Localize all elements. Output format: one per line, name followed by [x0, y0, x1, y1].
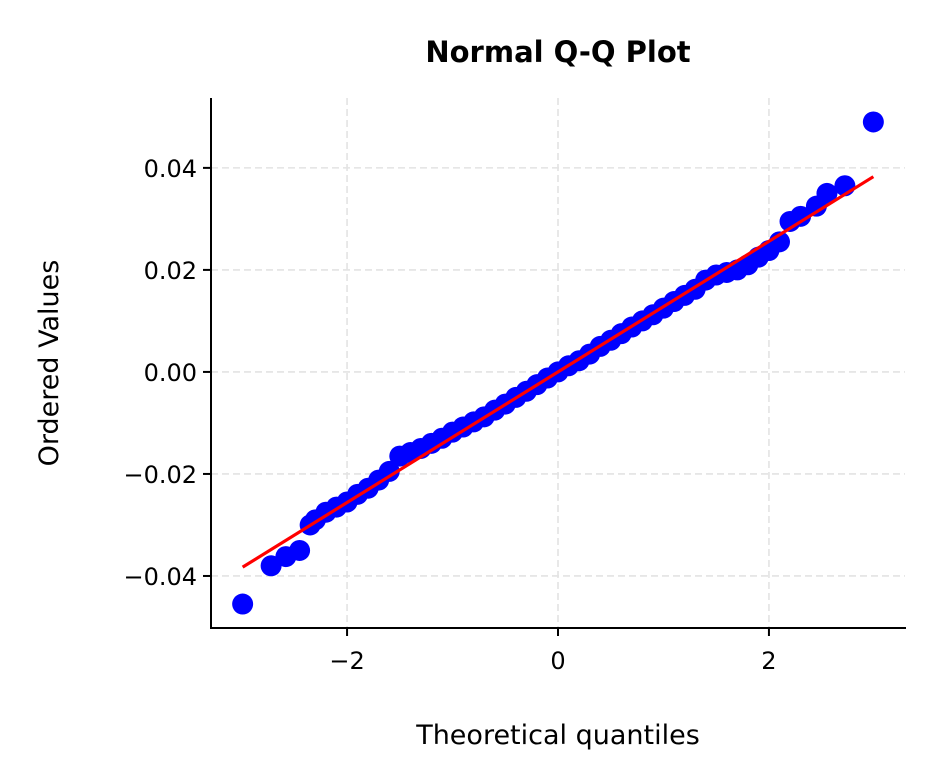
x-axis-label: Theoretical quantiles: [415, 720, 700, 751]
y-axis-label: Ordered Values: [34, 260, 65, 467]
y-tick-label: −0.04: [123, 563, 197, 591]
chart-title: Normal Q-Q Plot: [425, 35, 690, 69]
ticks: −2 0 2 −0.04 −0.02 0.00 0.02 0.04: [123, 155, 776, 675]
data-point: [816, 182, 838, 204]
data-point: [232, 593, 254, 615]
y-tick-label: 0.04: [144, 155, 197, 183]
data-point: [790, 205, 812, 227]
y-tick-label: 0.00: [144, 359, 197, 387]
fit-line: [241, 175, 875, 569]
x-tick-label: −2: [329, 647, 364, 675]
data-point: [862, 111, 884, 133]
x-tick-label: 0: [550, 647, 565, 675]
x-tick-label: 2: [761, 647, 776, 675]
data-point: [289, 539, 311, 561]
data-point: [378, 460, 400, 482]
y-tick-label: 0.02: [144, 257, 197, 285]
y-tick-label: −0.02: [123, 461, 197, 489]
